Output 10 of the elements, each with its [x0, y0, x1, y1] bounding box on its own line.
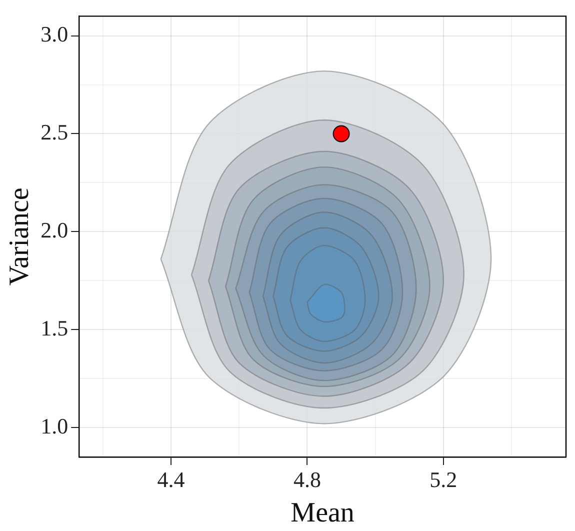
y-tick-label: 3.0 [40, 22, 68, 47]
y-tick-label: 2.0 [40, 217, 68, 242]
x-tick-label: 4.8 [293, 466, 321, 492]
y-tick-label: 2.5 [40, 120, 68, 145]
x-tick-label: 5.2 [430, 466, 458, 492]
x-axis-title: Mean [290, 498, 354, 529]
x-tick-label: 4.4 [157, 466, 185, 492]
y-tick-label: 1.5 [40, 315, 68, 340]
y-tick-label: 1.0 [40, 413, 68, 438]
y-axis-title: Variance [4, 188, 36, 286]
